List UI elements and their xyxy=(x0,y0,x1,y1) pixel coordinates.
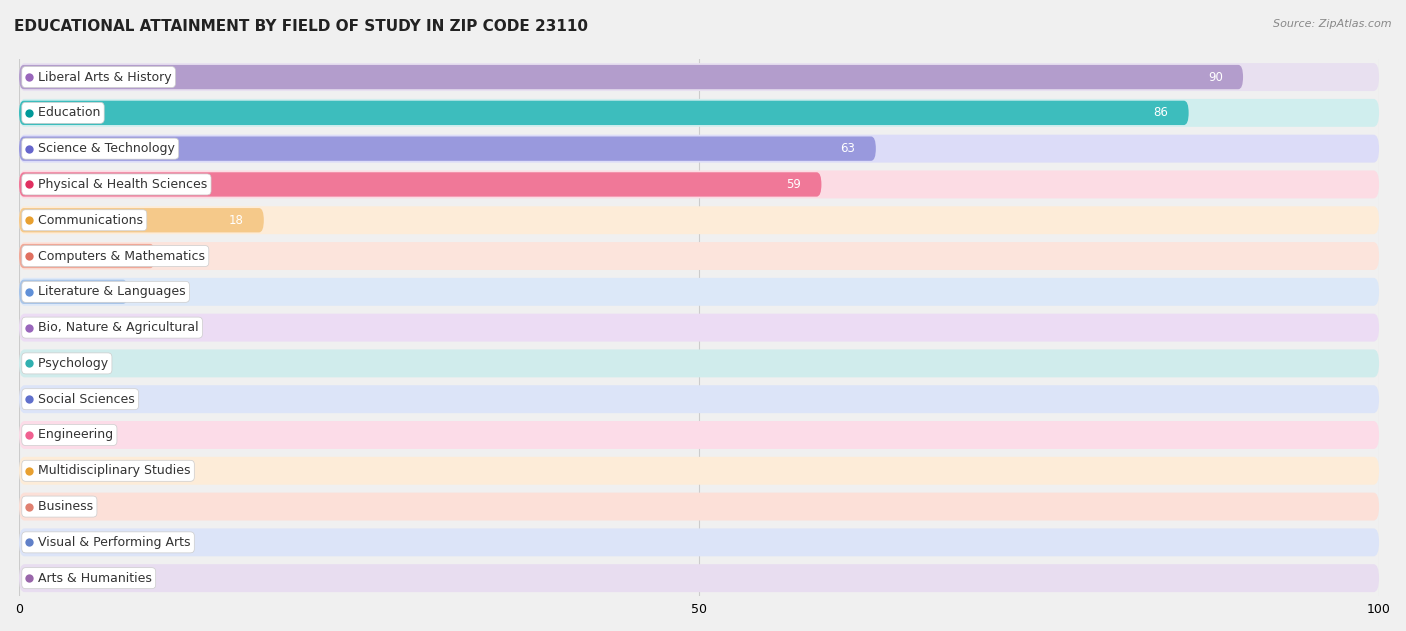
Text: 86: 86 xyxy=(1153,107,1168,119)
Text: 0: 0 xyxy=(32,572,39,585)
Text: Multidisciplinary Studies: Multidisciplinary Studies xyxy=(25,464,190,477)
Text: 10: 10 xyxy=(169,249,183,262)
Text: Liberal Arts & History: Liberal Arts & History xyxy=(25,71,172,83)
Text: EDUCATIONAL ATTAINMENT BY FIELD OF STUDY IN ZIP CODE 23110: EDUCATIONAL ATTAINMENT BY FIELD OF STUDY… xyxy=(14,19,588,34)
FancyBboxPatch shape xyxy=(20,528,1379,557)
FancyBboxPatch shape xyxy=(20,101,1188,125)
FancyBboxPatch shape xyxy=(20,206,1379,234)
Text: Arts & Humanities: Arts & Humanities xyxy=(25,572,152,585)
Text: Source: ZipAtlas.com: Source: ZipAtlas.com xyxy=(1274,19,1392,29)
FancyBboxPatch shape xyxy=(20,242,1379,270)
FancyBboxPatch shape xyxy=(20,280,128,304)
FancyBboxPatch shape xyxy=(20,457,1379,485)
Text: Education: Education xyxy=(25,107,100,119)
Text: Social Sciences: Social Sciences xyxy=(25,392,135,406)
Text: Psychology: Psychology xyxy=(25,357,108,370)
Text: 59: 59 xyxy=(786,178,801,191)
Text: Business: Business xyxy=(25,500,93,513)
Text: 90: 90 xyxy=(1208,71,1223,83)
FancyBboxPatch shape xyxy=(20,208,264,232)
Text: Communications: Communications xyxy=(25,214,143,227)
FancyBboxPatch shape xyxy=(20,350,1379,377)
FancyBboxPatch shape xyxy=(20,172,821,197)
FancyBboxPatch shape xyxy=(20,134,1379,163)
Text: 0: 0 xyxy=(32,464,39,477)
Text: 18: 18 xyxy=(229,214,243,227)
Text: 0: 0 xyxy=(32,321,39,334)
FancyBboxPatch shape xyxy=(20,314,1379,341)
FancyBboxPatch shape xyxy=(20,170,1379,198)
FancyBboxPatch shape xyxy=(20,278,1379,306)
FancyBboxPatch shape xyxy=(20,99,1379,127)
Text: 0: 0 xyxy=(32,428,39,442)
Text: Visual & Performing Arts: Visual & Performing Arts xyxy=(25,536,190,549)
Text: 0: 0 xyxy=(32,500,39,513)
Text: Engineering: Engineering xyxy=(25,428,112,442)
FancyBboxPatch shape xyxy=(20,65,1243,89)
FancyBboxPatch shape xyxy=(20,421,1379,449)
FancyBboxPatch shape xyxy=(20,386,1379,413)
FancyBboxPatch shape xyxy=(20,63,1379,91)
Text: Physical & Health Sciences: Physical & Health Sciences xyxy=(25,178,207,191)
Text: 8: 8 xyxy=(142,285,149,298)
Text: 0: 0 xyxy=(32,357,39,370)
Text: 0: 0 xyxy=(32,392,39,406)
Text: 0: 0 xyxy=(32,536,39,549)
Text: Computers & Mathematics: Computers & Mathematics xyxy=(25,249,205,262)
Text: 63: 63 xyxy=(841,142,855,155)
FancyBboxPatch shape xyxy=(20,244,155,268)
FancyBboxPatch shape xyxy=(20,493,1379,521)
FancyBboxPatch shape xyxy=(20,564,1379,592)
Text: Literature & Languages: Literature & Languages xyxy=(25,285,186,298)
Text: Science & Technology: Science & Technology xyxy=(25,142,174,155)
FancyBboxPatch shape xyxy=(20,136,876,161)
Text: Bio, Nature & Agricultural: Bio, Nature & Agricultural xyxy=(25,321,198,334)
